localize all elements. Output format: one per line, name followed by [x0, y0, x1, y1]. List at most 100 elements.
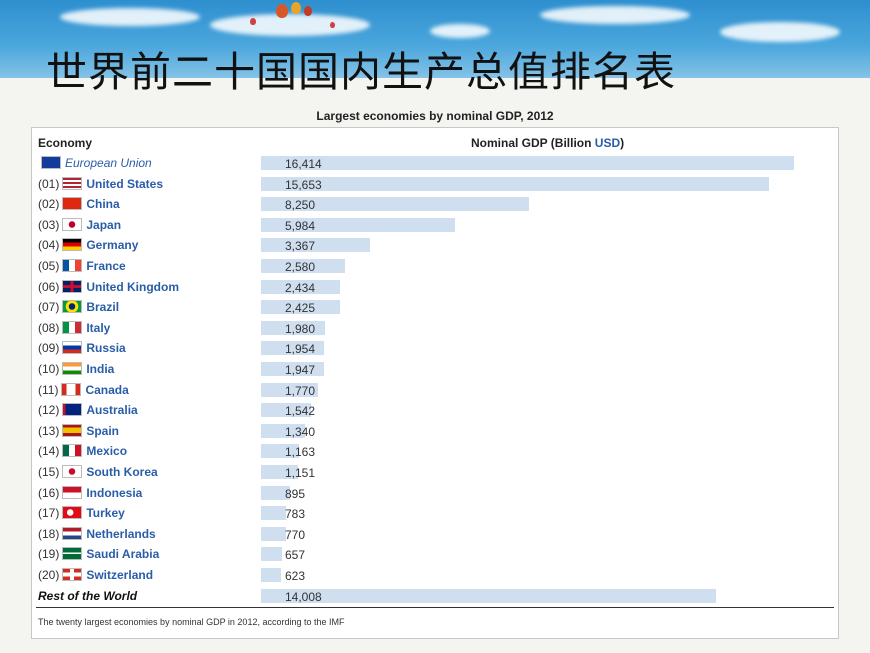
economy-name-link[interactable]: Switzerland: [86, 568, 154, 582]
flag-au-icon: [62, 403, 83, 417]
bar-united-states: [261, 176, 770, 191]
chart-title: Largest economies by nominal GDP, 2012: [316, 109, 554, 123]
row-label-european-union: European Union: [38, 155, 152, 171]
chart-caption: The twenty largest economies by nominal …: [38, 617, 345, 627]
value-label: 657: [285, 548, 306, 563]
bar-mexico: [261, 444, 299, 459]
balloon-icon: [304, 6, 312, 16]
flag-mx-icon: [62, 444, 83, 458]
economy-name-link[interactable]: Saudi Arabia: [86, 547, 160, 562]
rank-number: (14): [38, 444, 60, 459]
flag-sa-icon: [62, 547, 83, 561]
economy-name-link[interactable]: South Korea: [86, 465, 158, 479]
gdp-header-suffix: ): [620, 136, 625, 150]
flag-nl-icon: [62, 526, 83, 540]
usd-link[interactable]: USD: [594, 136, 621, 150]
value-label: 895: [285, 486, 306, 501]
value-label: 8,250: [285, 198, 316, 213]
flag-id-icon: [62, 485, 83, 499]
economy-name-link[interactable]: Indonesia: [86, 485, 143, 500]
rank-number: (13): [38, 423, 60, 438]
flag-eu-icon: [41, 156, 61, 169]
gdp-header-prefix: Nominal GDP (Billion: [471, 136, 595, 150]
economy-name-link[interactable]: Germany: [86, 238, 139, 253]
bar-spain: [261, 423, 305, 438]
economy-name-link[interactable]: Australia: [86, 403, 138, 418]
rank-number: (18): [38, 526, 60, 541]
value-label: 5,984: [285, 218, 316, 233]
value-label: 623: [285, 569, 306, 583]
rank-number: (03): [38, 217, 60, 232]
balloon-icon: [291, 2, 301, 14]
rank-number: (17): [38, 506, 60, 521]
value-label: 2,425: [285, 301, 316, 316]
bar-india: [261, 362, 325, 376]
row-label-switzerland: (20) Switzerland: [38, 567, 153, 583]
cloud: [210, 14, 370, 36]
economy-name-link[interactable]: Italy: [86, 320, 111, 335]
rank-number: (10): [38, 362, 60, 376]
economy-name-link[interactable]: Japan: [86, 217, 122, 232]
caption-separator: [36, 607, 834, 608]
bar-china: [261, 197, 529, 212]
value-label: 770: [285, 527, 306, 542]
flag-it-icon: [62, 320, 83, 334]
economy-name-link[interactable]: European Union: [65, 156, 152, 170]
flag-us-icon: [62, 176, 83, 190]
rank-number: (16): [38, 485, 60, 500]
cloud: [60, 8, 200, 26]
row-label-italy: (08) Italy: [38, 320, 110, 336]
row-label-australia: (12) Australia: [38, 402, 138, 418]
row-label-spain: (13) Spain: [38, 423, 119, 439]
economy-name-link[interactable]: Canada: [85, 382, 129, 397]
economy-name-link[interactable]: China: [86, 197, 120, 212]
economy-name-link[interactable]: Spain: [86, 423, 120, 438]
rank-number: (20): [38, 568, 60, 582]
economy-name-link[interactable]: Russia: [86, 341, 126, 356]
economy-name-link[interactable]: Turkey: [86, 506, 125, 521]
row-label-turkey: (17) Turkey: [38, 505, 125, 521]
bar-united-kingdom: [261, 279, 341, 294]
row-label-canada: (11) Canada: [38, 382, 129, 398]
cloud: [540, 6, 690, 24]
row-label-russia: (09) Russia: [38, 340, 126, 356]
flag-cn-icon: [62, 197, 83, 211]
value-label: 1,542: [285, 404, 316, 419]
row-label-rest-of-the-world: Rest of the World: [38, 588, 137, 604]
economy-name-link[interactable]: Brazil: [86, 300, 120, 315]
flag-ca-icon: [61, 382, 82, 396]
value-label: 1,770: [285, 383, 316, 398]
economy-name-link[interactable]: United Kingdom: [86, 279, 179, 294]
economy-name-link[interactable]: India: [86, 362, 115, 376]
rank-number: (07): [38, 300, 60, 315]
row-label-brazil: (07) Brazil: [38, 299, 119, 315]
bar-turkey: [261, 506, 287, 521]
economy-name-link[interactable]: Mexico: [86, 444, 128, 459]
flag-tr-icon: [62, 506, 83, 520]
bar-indonesia: [261, 485, 291, 500]
economy-name-link[interactable]: France: [86, 259, 126, 273]
balloon-icon: [276, 4, 288, 18]
row-label-indonesia: (16) Indonesia: [38, 485, 142, 501]
economy-name-link[interactable]: United States: [86, 176, 164, 191]
value-label: 1,163: [285, 445, 316, 460]
bar-south-korea: [261, 465, 299, 479]
bar-rest-of-the-world: [261, 588, 716, 603]
economy-name-link[interactable]: Netherlands: [86, 526, 156, 541]
value-label: 15,653: [285, 177, 322, 192]
value-label: 2,580: [285, 260, 316, 274]
rank-number: (01): [38, 176, 60, 191]
rank-number: (02): [38, 197, 60, 212]
bar-brazil: [261, 300, 340, 315]
flag-de-icon: [62, 238, 83, 252]
value-label: 14,008: [285, 589, 322, 604]
value-label: 1,340: [285, 424, 316, 439]
flag-in-icon: [62, 362, 83, 375]
economy-column-header: Economy: [38, 136, 93, 150]
bar-european-union: [261, 156, 794, 170]
rank-number: (04): [38, 238, 60, 253]
rank-number: (19): [38, 547, 60, 562]
bar-japan: [261, 217, 456, 232]
flag-jp-icon: [62, 217, 83, 231]
bar-russia: [261, 341, 325, 356]
